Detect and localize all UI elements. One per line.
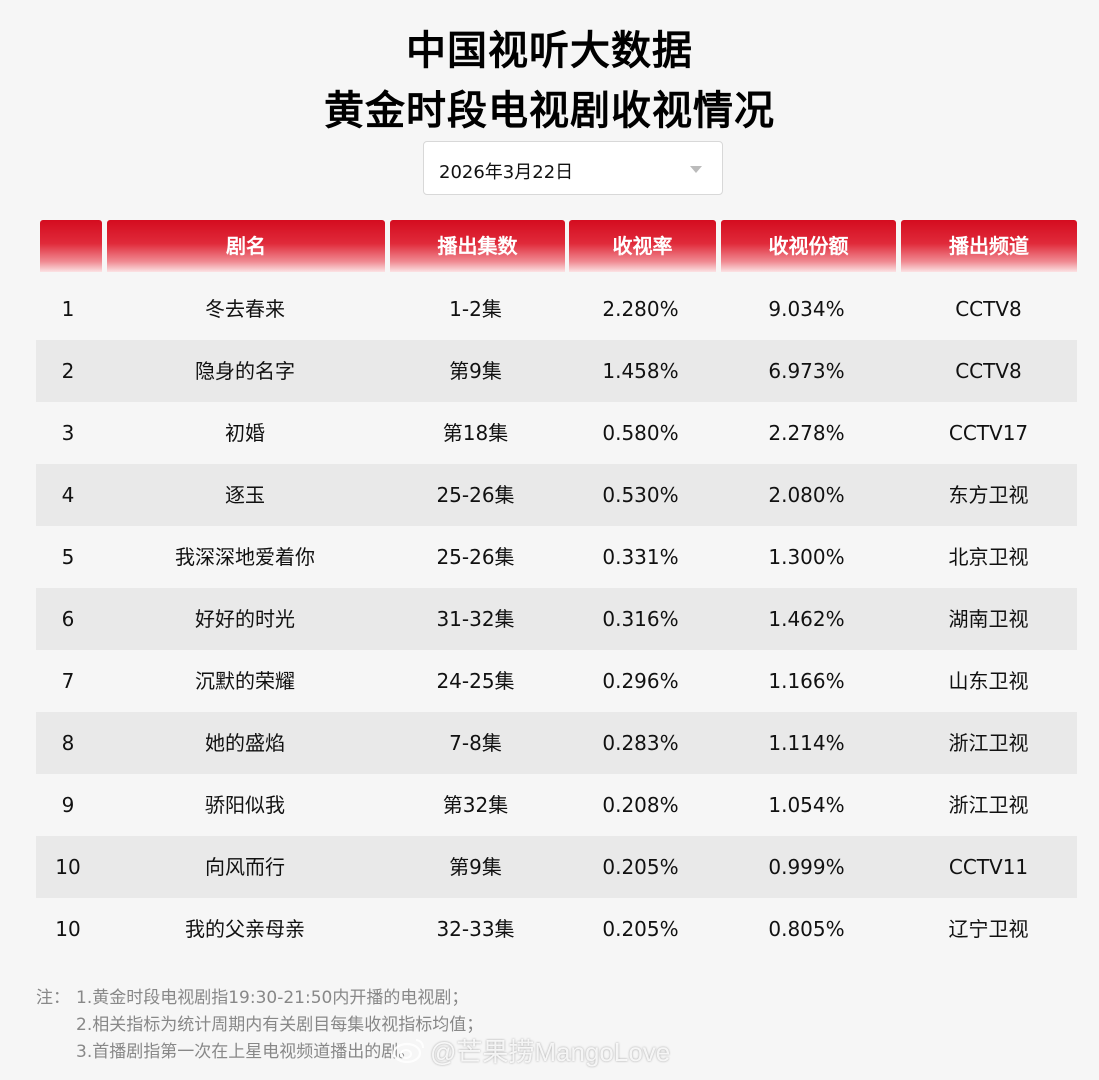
share-cell: 0.999% <box>768 855 845 879</box>
date-select[interactable]: 2026年3月22日 <box>423 141 723 195</box>
channel-cell: 浙江卫视 <box>948 793 1029 817</box>
rank-cell: 7 <box>61 669 75 693</box>
table-header: 剧名 播出集数 收视率 收视份额 播出频道 <box>40 220 1077 272</box>
table-body: 1 冬去春来 1-2集 2.280% 9.034% CCTV8 2 隐身的名字 … <box>36 278 1077 960</box>
share-cell: 6.973% <box>768 359 845 383</box>
episodes-cell: 第32集 <box>442 793 509 817</box>
chevron-down-icon <box>690 166 702 173</box>
rating-cell: 0.296% <box>602 669 679 693</box>
page-title: 中国视听大数据 <box>406 28 693 74</box>
table-row: 5 我深深地爱着你 25-26集 0.331% 1.300% 北京卫视 <box>36 526 1077 588</box>
rating-cell: 0.316% <box>602 607 679 631</box>
rating-cell: 0.283% <box>602 731 679 755</box>
title-cell: 向风而行 <box>205 855 285 879</box>
rank-cell: 2 <box>61 359 75 383</box>
channel-cell: CCTV8 <box>955 359 1022 383</box>
rank-cell: 6 <box>61 607 75 631</box>
rank-cell: 10 <box>55 917 81 941</box>
table-row: 1 冬去春来 1-2集 2.280% 9.034% CCTV8 <box>36 278 1077 340</box>
weibo-icon <box>392 1039 424 1064</box>
share-cell: 1.114% <box>768 731 845 755</box>
footnote-prefix: 注： <box>36 988 70 1008</box>
share-cell: 0.805% <box>768 917 845 941</box>
page-subtitle: 黄金时段电视剧收视情况 <box>324 88 775 134</box>
rating-cell: 0.580% <box>602 421 679 445</box>
channel-cell: 湖南卫视 <box>948 607 1029 631</box>
title-cell: 骄阳似我 <box>205 793 285 817</box>
channel-cell: 北京卫视 <box>948 545 1029 569</box>
title-cell: 逐玉 <box>225 483 265 507</box>
footnotes: 注： 1.黄金时段电视剧指19:30-21:50内开播的电视剧； 2.相关指标为统… <box>36 985 483 1066</box>
header-rank <box>40 220 102 272</box>
title-cell: 沉默的荣耀 <box>195 669 295 693</box>
title-cell: 我深深地爱着你 <box>175 545 315 569</box>
rank-cell: 9 <box>61 793 75 817</box>
rating-cell: 0.530% <box>602 483 679 507</box>
table-row: 2 隐身的名字 第9集 1.458% 6.973% CCTV8 <box>36 340 1077 402</box>
share-cell: 1.462% <box>768 607 845 631</box>
title-cell: 我的父亲母亲 <box>185 917 305 941</box>
footnote-2: 2.相关指标为统计周期内有关剧目每集收视指标均值； <box>76 1015 484 1035</box>
episodes-cell: 31-32集 <box>436 607 515 631</box>
header-channel: 播出频道 <box>901 220 1077 272</box>
channel-cell: 浙江卫视 <box>948 731 1029 755</box>
watermark-text: @芒果捞MangoLove <box>430 1037 671 1067</box>
table-row: 6 好好的时光 31-32集 0.316% 1.462% 湖南卫视 <box>36 588 1077 650</box>
rating-cell: 0.331% <box>602 545 679 569</box>
episodes-cell: 32-33集 <box>436 917 515 941</box>
title-cell: 她的盛焰 <box>205 731 285 755</box>
share-cell: 1.166% <box>768 669 845 693</box>
rank-cell: 3 <box>61 421 75 445</box>
rank-cell: 8 <box>61 731 75 755</box>
episodes-cell: 第9集 <box>449 855 502 879</box>
rating-cell: 2.280% <box>602 297 679 321</box>
table-row: 9 骄阳似我 第32集 0.208% 1.054% 浙江卫视 <box>36 774 1077 836</box>
rating-cell: 0.205% <box>602 917 679 941</box>
table-row: 3 初婚 第18集 0.580% 2.278% CCTV17 <box>36 402 1077 464</box>
share-cell: 2.080% <box>768 483 845 507</box>
table-row: 8 她的盛焰 7-8集 0.283% 1.114% 浙江卫视 <box>36 712 1077 774</box>
channel-cell: CCTV17 <box>948 421 1029 445</box>
channel-cell: 辽宁卫视 <box>948 917 1029 941</box>
rating-cell: 0.208% <box>602 793 679 817</box>
share-cell: 2.278% <box>768 421 845 445</box>
rank-cell: 10 <box>55 855 81 879</box>
header-share: 收视份额 <box>721 220 896 272</box>
episodes-cell: 24-25集 <box>436 669 515 693</box>
header-episodes: 播出集数 <box>390 220 565 272</box>
rank-cell: 5 <box>61 545 75 569</box>
episodes-cell: 第18集 <box>442 421 509 445</box>
share-cell: 9.034% <box>768 297 845 321</box>
share-cell: 1.054% <box>768 793 845 817</box>
rating-cell: 0.205% <box>602 855 679 879</box>
episodes-cell: 25-26集 <box>436 483 515 507</box>
table-row: 7 沉默的荣耀 24-25集 0.296% 1.166% 山东卫视 <box>36 650 1077 712</box>
share-cell: 1.300% <box>768 545 845 569</box>
table-row: 4 逐玉 25-26集 0.530% 2.080% 东方卫视 <box>36 464 1077 526</box>
title-cell: 初婚 <box>225 421 265 445</box>
episodes-cell: 7-8集 <box>449 731 502 755</box>
rank-cell: 4 <box>61 483 75 507</box>
header-rating: 收视率 <box>569 220 716 272</box>
title-cell: 好好的时光 <box>195 607 295 631</box>
episodes-cell: 25-26集 <box>436 545 515 569</box>
rating-cell: 1.458% <box>602 359 679 383</box>
episodes-cell: 第9集 <box>449 359 502 383</box>
header-title: 剧名 <box>107 220 385 272</box>
footnote-1: 1.黄金时段电视剧指19:30-21:50内开播的电视剧； <box>76 988 469 1008</box>
channel-cell: CCTV8 <box>955 297 1022 321</box>
channel-cell: 山东卫视 <box>948 669 1029 693</box>
table-row: 10 我的父亲母亲 32-33集 0.205% 0.805% 辽宁卫视 <box>36 898 1077 960</box>
title-cell: 隐身的名字 <box>195 359 295 383</box>
rank-cell: 1 <box>61 297 75 321</box>
table-row: 10 向风而行 第9集 0.205% 0.999% CCTV11 <box>36 836 1077 898</box>
footnote-3: 3.首播剧指第一次在上星电视频道播出的剧。 <box>76 1042 416 1062</box>
episodes-cell: 1-2集 <box>449 297 502 321</box>
title-cell: 冬去春来 <box>205 297 285 321</box>
channel-cell: 东方卫视 <box>948 483 1029 507</box>
channel-cell: CCTV11 <box>948 855 1029 879</box>
date-select-value: 2026年3月22日 <box>439 162 574 183</box>
